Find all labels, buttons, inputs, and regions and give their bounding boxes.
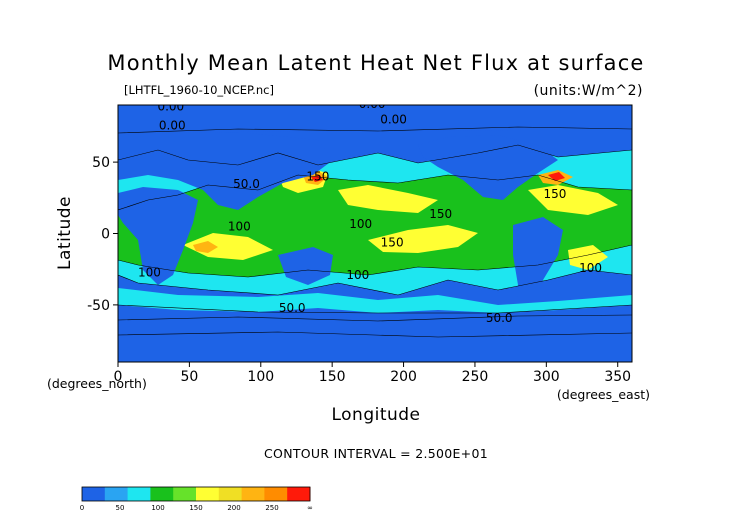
contour-south-ocean-2 bbox=[118, 331, 632, 338]
land-arctic bbox=[118, 105, 632, 133]
field-150-200-pacific-n bbox=[338, 185, 438, 213]
contour-label: 50.0 bbox=[486, 311, 513, 325]
land-south-america bbox=[513, 217, 563, 315]
colorbar-frame bbox=[81, 486, 311, 502]
contour-0-antarctic bbox=[118, 314, 632, 322]
colorbar-swatch bbox=[104, 487, 129, 501]
contour-label: 0.00 bbox=[157, 100, 184, 114]
x-tick-label: 50 bbox=[180, 369, 198, 385]
contour-50-north bbox=[118, 144, 632, 166]
contour-0-arctic bbox=[118, 126, 632, 134]
colorbar-swatch bbox=[287, 487, 311, 501]
contour-label: 150 bbox=[381, 235, 404, 249]
contour-label: 100 bbox=[228, 220, 251, 234]
colorbar-swatch bbox=[173, 487, 197, 501]
x-tick-label: 250 bbox=[462, 369, 489, 385]
flux-field bbox=[118, 105, 632, 362]
contour-label: 100 bbox=[346, 268, 369, 282]
colorbar-label: 100 bbox=[151, 504, 164, 512]
colorbar-swatch bbox=[218, 487, 243, 501]
y-axis-ticks: -50 0 50 bbox=[87, 155, 118, 314]
colorbar-swatch bbox=[127, 487, 151, 501]
land-north-america bbox=[418, 135, 558, 200]
contour-label: 150 bbox=[543, 187, 566, 201]
colorbar-swatch bbox=[264, 487, 288, 501]
contour-label: 100 bbox=[349, 217, 372, 231]
y-axis-label: Latitude bbox=[55, 196, 75, 270]
contour-100-north bbox=[118, 174, 632, 211]
x-axis-unit: (degrees_east) bbox=[557, 387, 650, 402]
colorbar-swatch bbox=[241, 487, 265, 501]
field-150-200-pacific-s bbox=[368, 225, 478, 253]
source-file-label: [LHTFL_1960-10_NCEP.nc] bbox=[124, 83, 274, 97]
x-tick-label: 300 bbox=[533, 369, 560, 385]
y-tick-label: 50 bbox=[92, 155, 110, 171]
x-tick-label: 100 bbox=[247, 369, 274, 385]
y-tick-label: 0 bbox=[101, 227, 110, 243]
units-label: (units:W/m^2) bbox=[534, 83, 643, 99]
colorbar-label: 50 bbox=[116, 504, 125, 512]
contour-labels: 0.00 0.00 0.00 0.00 50.0 150 100 100 150 150 150 10… bbox=[138, 97, 602, 325]
field-150-200-brazil bbox=[568, 245, 608, 270]
land-antarctica bbox=[118, 315, 632, 362]
colorbar-label: 250 bbox=[265, 504, 278, 512]
colorbar bbox=[81, 486, 311, 502]
contour-label: 150 bbox=[429, 207, 452, 221]
contour-label: 150 bbox=[306, 170, 329, 184]
colorbar-label: 0 bbox=[80, 504, 84, 512]
x-tick-label: 350 bbox=[604, 369, 631, 385]
x-axis-label: Longitude bbox=[331, 405, 420, 425]
contour-label: 0.00 bbox=[359, 97, 386, 111]
field-50-100-south-fringe bbox=[118, 288, 632, 313]
colorbar-swatch bbox=[196, 487, 220, 501]
y-axis-unit: (degrees_north) bbox=[47, 376, 147, 391]
contour-label: 100 bbox=[138, 265, 161, 279]
contour-50-south bbox=[118, 269, 632, 296]
x-axis-ticks: 0 50 100 150 200 250 300 350 bbox=[114, 362, 631, 385]
y-tick-label: -50 bbox=[87, 298, 110, 314]
contour-label: 50.0 bbox=[279, 301, 306, 315]
land-eurasia bbox=[118, 130, 333, 210]
land-africa bbox=[118, 187, 198, 285]
field-200-250-indian bbox=[193, 241, 218, 253]
x-tick-label: 0 bbox=[114, 369, 123, 385]
colorbar-label: ∞ bbox=[307, 504, 313, 512]
colorbar-label: 200 bbox=[227, 504, 240, 512]
x-tick-label: 150 bbox=[319, 369, 346, 385]
chart-title: Monthly Mean Latent Heat Net Flux at sur… bbox=[107, 51, 644, 75]
colorbar-label: 150 bbox=[189, 504, 202, 512]
colorbar-swatch bbox=[82, 487, 106, 501]
contour-interval-label: CONTOUR INTERVAL = 2.500E+01 bbox=[264, 446, 488, 461]
contour-south-ocean-1 bbox=[118, 304, 632, 314]
contour-label: 0.00 bbox=[380, 113, 407, 127]
contour-label: 0.00 bbox=[159, 118, 186, 132]
contour-label: 50.0 bbox=[233, 177, 260, 191]
field-150-200-atlantic bbox=[528, 185, 618, 215]
contour-lines bbox=[118, 126, 632, 338]
field-250-plus-gulfstream bbox=[548, 172, 565, 181]
plot-area: 0.00 0.00 0.00 0.00 50.0 150 100 100 150 150 150 10… bbox=[118, 97, 632, 362]
field-150-200-indian bbox=[183, 233, 273, 260]
land-australia bbox=[278, 247, 333, 285]
contour-label: 100 bbox=[579, 261, 602, 275]
colorbar-labels: 0 50 100 150 200 250 ∞ bbox=[80, 504, 313, 512]
x-tick-label: 200 bbox=[390, 369, 417, 385]
colorbar-swatch bbox=[150, 487, 174, 501]
contour-100-south bbox=[118, 244, 632, 278]
